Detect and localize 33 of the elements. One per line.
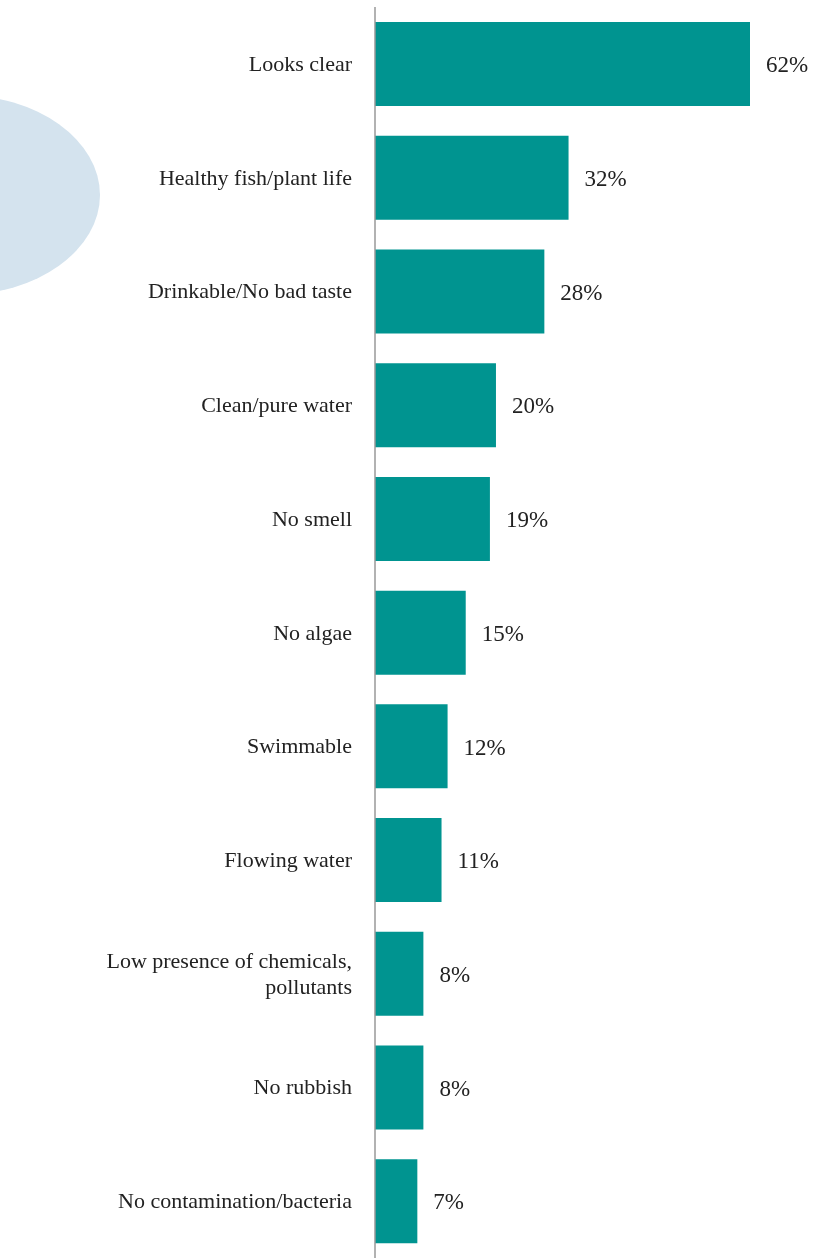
y-tick-label: Clean/pure water: [201, 392, 353, 418]
data-label: 15%: [481, 620, 524, 646]
data-label: 12%: [463, 734, 506, 760]
y-tick-label: Looks clear: [248, 50, 353, 76]
bar: [375, 1159, 418, 1244]
bar: [375, 22, 750, 106]
data-label: 8%: [439, 961, 471, 987]
bar: [375, 1045, 424, 1130]
y-tick-label: Drinkable/No bad taste: [147, 278, 352, 304]
data-label: 20%: [511, 393, 555, 419]
bar: [375, 135, 569, 220]
data-label: 19%: [505, 507, 549, 533]
y-tick-label: No smell: [271, 505, 352, 531]
bar: [375, 818, 442, 903]
y-tick-label: Swimmable: [246, 733, 352, 759]
data-label: 32%: [584, 165, 627, 191]
bar: [375, 931, 424, 1016]
data-label: 8%: [439, 1075, 471, 1101]
data-label: 11%: [457, 848, 499, 874]
bar: [375, 476, 490, 561]
data-label: 62%: [766, 52, 809, 78]
y-tick-label: No rubbish: [253, 1074, 352, 1100]
bar: [375, 704, 448, 789]
bar: [375, 249, 545, 334]
y-tick-label: Low presence of chemicals, pollutants: [106, 947, 352, 999]
y-tick-label: No contamination/bacteria: [118, 1188, 353, 1214]
data-label: 28%: [560, 279, 603, 305]
y-tick-label: Healthy fish/plant life: [158, 164, 352, 190]
y-tick-label: Flowing water: [224, 846, 353, 872]
y-tick-label: No algae: [273, 619, 352, 645]
data-label: 7%: [433, 1189, 465, 1215]
bar: [375, 363, 496, 448]
bar: [375, 590, 466, 675]
